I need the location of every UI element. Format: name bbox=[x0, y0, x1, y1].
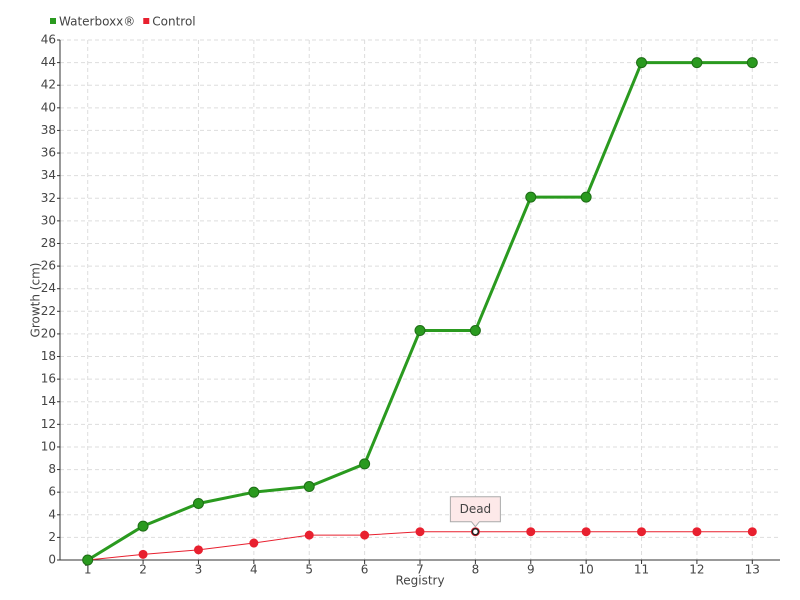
annotation-text: Dead bbox=[460, 502, 492, 516]
y-tick-label: 24 bbox=[41, 281, 56, 295]
data-point bbox=[360, 530, 370, 540]
data-point bbox=[526, 527, 536, 537]
data-point bbox=[469, 325, 481, 337]
data-point bbox=[747, 527, 757, 537]
y-tick-label: 16 bbox=[41, 372, 56, 386]
y-axis-label: Growth (cm) bbox=[29, 263, 43, 338]
y-tick-label: 26 bbox=[41, 259, 56, 273]
y-tick-label: 44 bbox=[41, 55, 56, 69]
legend-swatch bbox=[143, 18, 150, 24]
y-tick-label: 30 bbox=[41, 213, 56, 227]
x-tick-label: 2 bbox=[139, 563, 147, 577]
data-point bbox=[303, 481, 315, 493]
y-tick-label: 36 bbox=[41, 146, 56, 160]
y-tick-label: 20 bbox=[41, 326, 56, 340]
annotation-marker bbox=[471, 527, 480, 536]
x-tick-label: 5 bbox=[305, 563, 313, 577]
y-tick-label: 38 bbox=[41, 123, 56, 137]
y-tick-label: 18 bbox=[41, 349, 56, 363]
x-tick-label: 9 bbox=[527, 563, 535, 577]
y-tick-label: 6 bbox=[48, 485, 56, 499]
data-point bbox=[746, 57, 758, 69]
x-tick-label: 7 bbox=[416, 563, 424, 577]
y-tick-label: 40 bbox=[41, 100, 56, 114]
x-tick-label: 12 bbox=[689, 563, 704, 577]
y-tick-label: 46 bbox=[41, 33, 56, 47]
data-point bbox=[138, 549, 148, 559]
legend-swatch bbox=[50, 18, 56, 24]
data-point bbox=[249, 538, 259, 548]
y-tick-label: 42 bbox=[41, 78, 56, 92]
data-point bbox=[636, 57, 648, 69]
y-tick-label: 22 bbox=[41, 304, 56, 318]
y-tick-label: 10 bbox=[41, 439, 56, 453]
data-point bbox=[415, 527, 425, 537]
legend-label: Waterboxx® bbox=[59, 15, 135, 29]
x-tick-label: 4 bbox=[250, 563, 258, 577]
data-point bbox=[82, 554, 94, 566]
x-tick-label: 1 bbox=[84, 563, 92, 577]
annotation-box bbox=[449, 496, 501, 528]
data-point bbox=[525, 191, 537, 203]
data-point bbox=[137, 520, 149, 532]
data-point bbox=[359, 458, 371, 470]
data-point bbox=[637, 527, 647, 537]
data-point bbox=[192, 497, 204, 509]
data-point bbox=[193, 545, 203, 555]
x-axis-label: Registry bbox=[395, 574, 444, 588]
y-tick-label: 2 bbox=[48, 530, 56, 544]
y-tick-label: 28 bbox=[41, 236, 56, 250]
data-point bbox=[580, 191, 592, 203]
data-point bbox=[581, 527, 591, 537]
y-tick-label: 8 bbox=[48, 462, 56, 476]
y-tick-label: 32 bbox=[41, 191, 56, 205]
data-point bbox=[248, 486, 260, 498]
y-tick-label: 34 bbox=[41, 168, 56, 182]
x-tick-label: 10 bbox=[579, 563, 594, 577]
data-point bbox=[304, 530, 314, 540]
data-point bbox=[692, 527, 702, 537]
y-tick-label: 4 bbox=[48, 507, 56, 521]
data-point bbox=[414, 325, 426, 337]
data-point bbox=[691, 57, 703, 69]
y-tick-label: 12 bbox=[41, 417, 56, 431]
y-tick-label: 0 bbox=[48, 553, 56, 567]
x-tick-label: 11 bbox=[634, 563, 649, 577]
x-tick-label: 3 bbox=[195, 563, 203, 577]
x-tick-label: 8 bbox=[472, 563, 480, 577]
x-tick-label: 6 bbox=[361, 563, 369, 577]
legend-label: Control bbox=[152, 15, 195, 29]
y-tick-label: 14 bbox=[41, 394, 56, 408]
x-tick-label: 13 bbox=[745, 563, 760, 577]
